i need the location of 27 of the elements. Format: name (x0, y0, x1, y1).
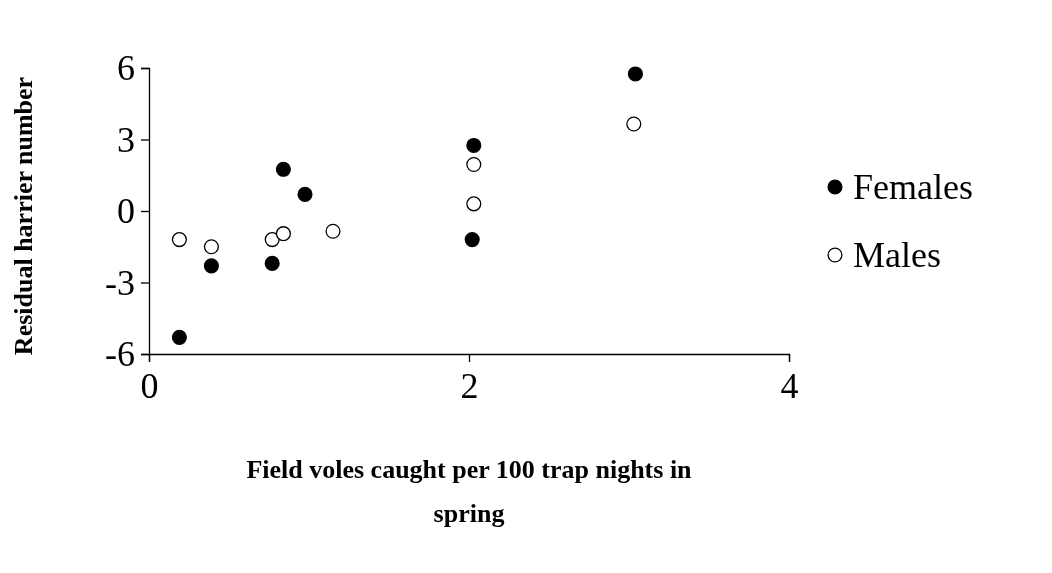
y-tick-label: 6 (117, 48, 135, 89)
point (626, 116, 642, 132)
y-tick-label: 3 (117, 119, 135, 160)
point (203, 239, 219, 255)
point (466, 196, 482, 212)
point (627, 66, 643, 82)
point (325, 223, 341, 239)
point (466, 137, 482, 153)
point (297, 186, 313, 202)
point (275, 226, 291, 242)
point (466, 156, 482, 173)
legend-label: Males (853, 235, 941, 275)
point (171, 329, 187, 345)
point (464, 232, 480, 248)
y-tick-label: -6 (105, 334, 135, 375)
point (203, 258, 219, 274)
x-axis-title: Field voles caught per 100 trap nights in spring (246, 455, 693, 528)
x-tick-label: 2 (460, 365, 479, 406)
y-axis-title: Residual harrier number (9, 76, 38, 356)
point (275, 161, 291, 177)
point (264, 232, 280, 248)
point (264, 255, 280, 271)
y-tick-label: 0 (117, 191, 135, 232)
legend-label: Females (853, 167, 973, 207)
x-tick-label: 4 (780, 365, 799, 406)
y-tick-label: -3 (105, 262, 135, 303)
point (171, 232, 187, 248)
